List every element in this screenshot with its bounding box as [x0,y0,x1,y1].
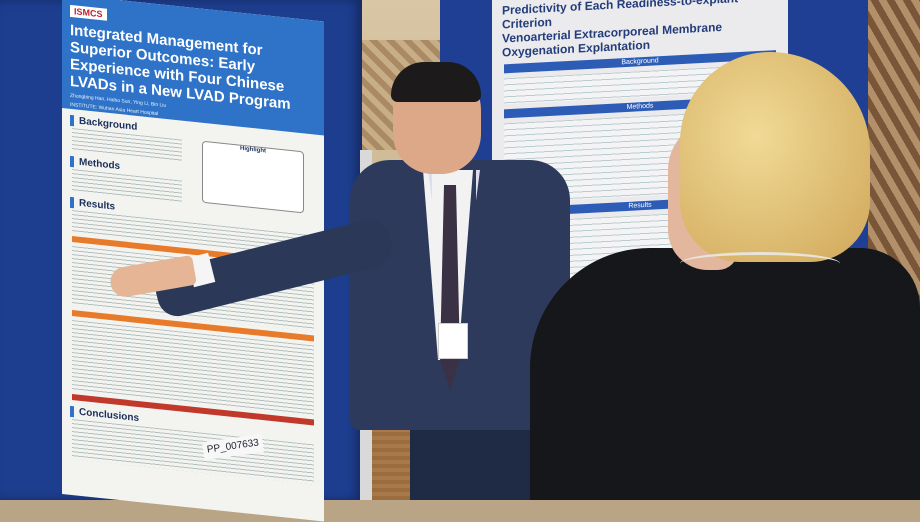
poster-header: ISMCS Integrated Management for Superior… [62,0,324,136]
ismcs-logo: ISMCS [70,4,107,21]
highlight-box: Highlight [202,140,304,214]
listener-black-top [530,248,920,500]
listener-necklace [680,252,840,275]
presenter-hair [391,62,481,102]
listener-blonde-hair [680,52,870,262]
highlight-label: Highlight [240,145,266,155]
presenter-badge [438,323,468,359]
